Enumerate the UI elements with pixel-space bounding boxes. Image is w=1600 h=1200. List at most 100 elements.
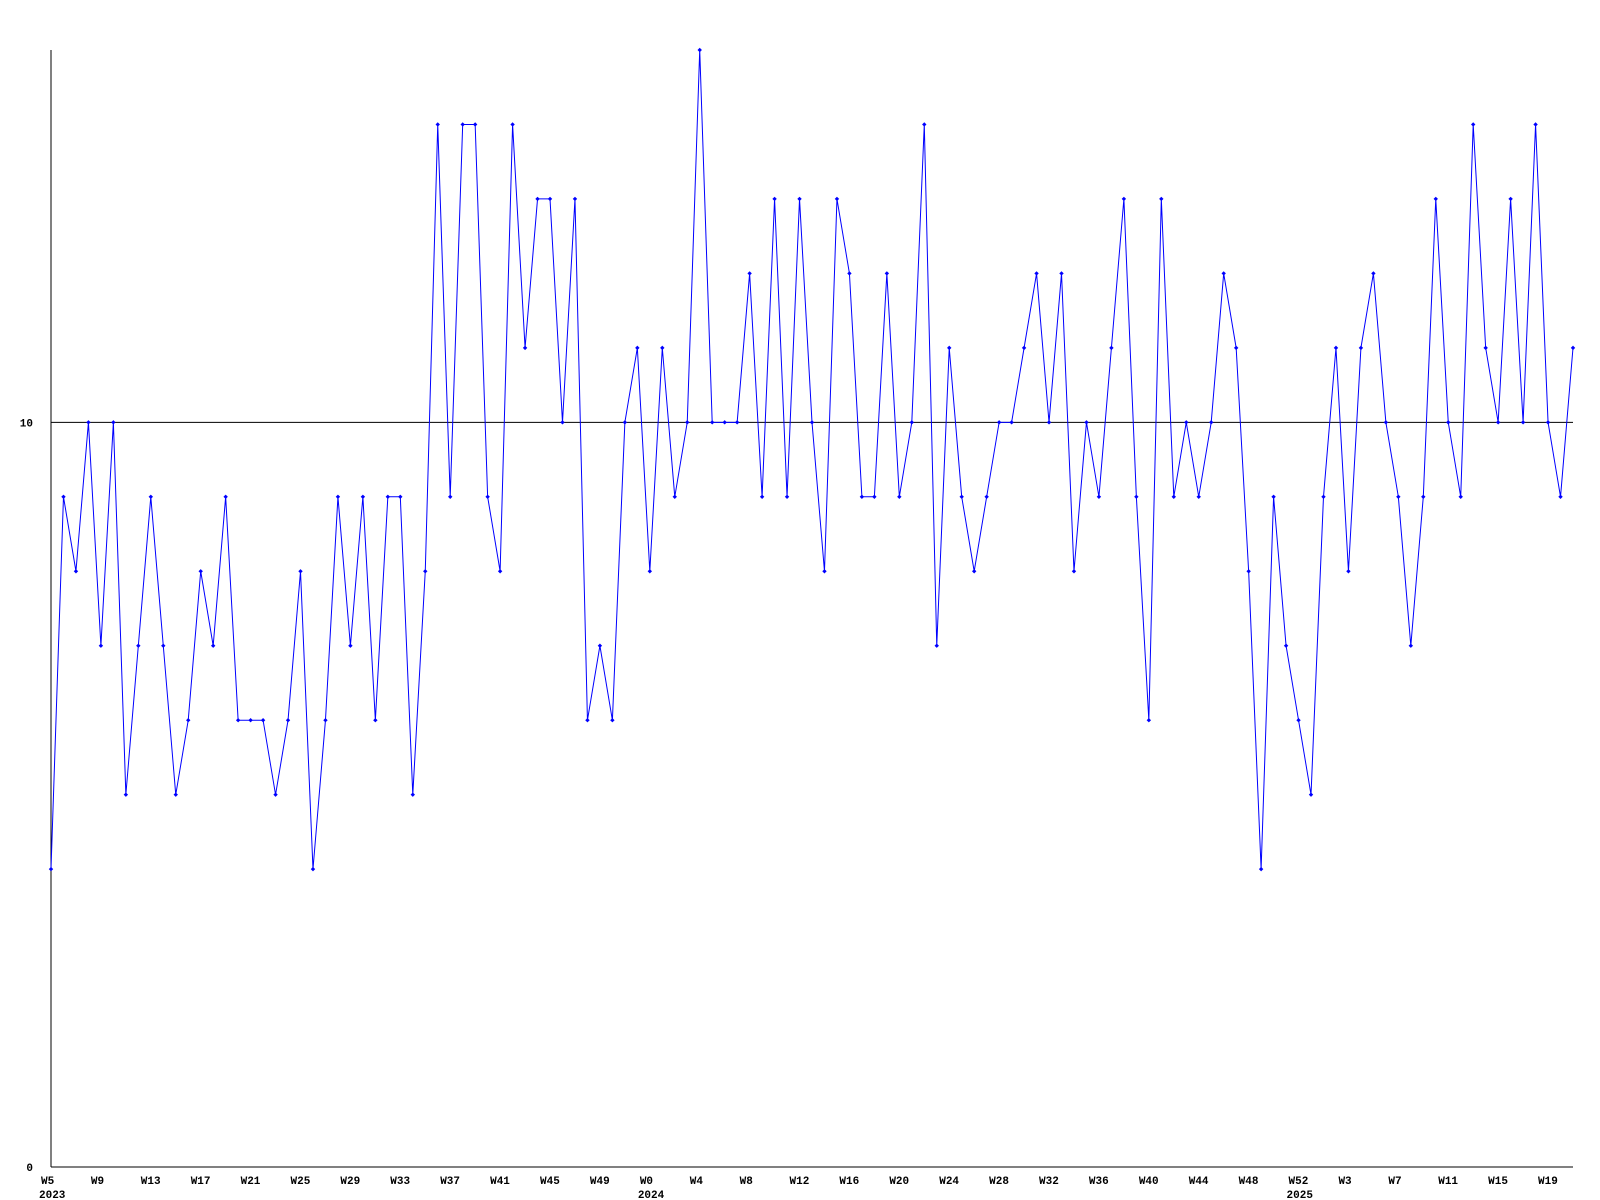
x-tick-label: W29 [340,1176,360,1188]
data-point [1283,643,1289,648]
data-point [1483,345,1488,351]
data-point [1109,345,1114,351]
data-point [198,569,203,574]
data-point [1558,494,1563,499]
data-point [1159,196,1164,202]
data-point [809,420,815,425]
data-point [1196,494,1201,499]
data-point [547,196,553,202]
y-tick-label: 0 [26,1163,33,1175]
x-tick-label: W7 [1388,1176,1401,1188]
data-point [1396,494,1401,499]
data-point [1221,271,1226,276]
data-point [285,718,291,723]
data-point [510,122,515,127]
data-point [73,569,79,574]
x-tick-label: W3 [1338,1176,1352,1188]
data-point [1346,569,1351,574]
x-tick-label: W41 [490,1176,510,1188]
data-point [186,718,191,723]
data-point [672,494,677,499]
x-year-label: 2025 [1287,1190,1314,1200]
data-point [1084,420,1089,425]
data-point [398,494,403,499]
data-point [1258,866,1264,872]
data-point [1246,569,1251,574]
data-point [335,494,341,499]
data-point [161,643,166,648]
data-point [323,718,328,723]
data-point [360,494,366,499]
x-tick-label: W19 [1538,1176,1558,1188]
data-point [635,345,640,351]
x-tick-label: W13 [141,1176,161,1188]
data-point [1321,494,1326,499]
data-point [797,196,802,202]
data-point [1458,494,1463,499]
data-point [847,271,852,276]
data-point [1308,792,1314,797]
data-point [747,271,752,276]
data-point [685,420,690,425]
data-point [1184,420,1189,425]
data-point [772,196,777,202]
data-point [210,643,216,648]
data-point [1034,271,1039,276]
data-point [1446,420,1451,425]
data-point [435,122,440,127]
data-point [1146,718,1152,723]
data-point [872,494,877,499]
x-tick-label: W36 [1089,1176,1109,1188]
data-point [734,420,740,425]
data-point [535,196,540,202]
data-point [248,718,253,723]
x-tick-label: W48 [1239,1176,1259,1188]
data-point [1383,420,1389,425]
x-tick-label: W9 [91,1176,104,1188]
data-point [1009,420,1014,425]
data-point [1171,494,1176,499]
data-point [859,494,865,499]
data-point [273,792,278,797]
x-tick-label: W33 [390,1176,410,1188]
x-tick-label: W21 [241,1176,261,1188]
data-point [722,420,727,425]
data-point [1358,345,1364,351]
data-point [572,196,578,202]
data-point [1021,345,1027,351]
data-point [1533,122,1538,127]
data-point [1470,122,1476,127]
data-point [148,494,154,499]
x-tick-label: W40 [1139,1176,1159,1188]
data-point [984,494,989,499]
data-point [922,122,927,127]
data-point [834,196,840,202]
data-point [996,420,1002,425]
data-point [522,345,528,351]
data-point [1421,494,1426,499]
data-point [971,569,977,574]
data-point [1520,420,1526,425]
data-point [298,569,303,574]
data-point [1121,196,1127,202]
data-point [173,792,178,797]
x-tick-label: W15 [1488,1176,1508,1188]
data-point [348,643,353,648]
data-point [223,494,228,499]
data-point [373,718,378,723]
data-point [1046,420,1052,425]
data-point [1134,494,1139,499]
y-tick-label: 10 [20,418,33,430]
x-tick-label: W44 [1189,1176,1209,1188]
data-point [1233,345,1239,351]
data-point [1271,494,1276,499]
x-tick-label: W49 [590,1176,610,1188]
data-point [1209,420,1214,425]
x-tick-label: W52 [1289,1176,1309,1188]
data-point [784,494,790,499]
data-point [622,420,628,425]
data-point [597,643,603,648]
data-point [260,718,266,723]
x-tick-label: W5 [41,1176,55,1188]
